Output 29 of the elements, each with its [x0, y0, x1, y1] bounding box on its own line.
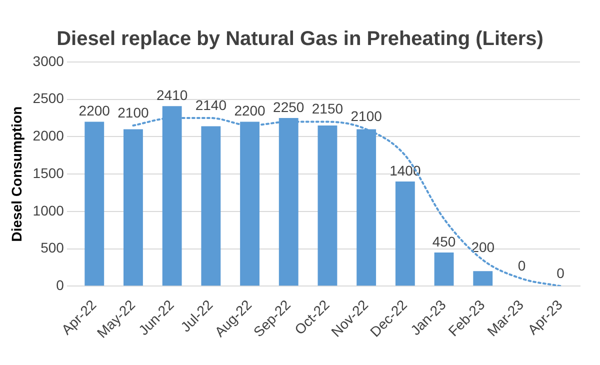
- data-label: 2150: [312, 100, 344, 117]
- bar: [84, 122, 104, 286]
- y-tick-label: 1500: [32, 164, 64, 181]
- data-label: 1400: [390, 162, 421, 178]
- y-axis-title: Diesel Consumption: [8, 106, 24, 242]
- bar: [201, 126, 221, 286]
- bar: [318, 126, 338, 286]
- bar: [473, 271, 493, 286]
- data-label: 2100: [350, 108, 382, 124]
- data-label: 2200: [78, 102, 110, 119]
- y-tick-label: 2500: [32, 90, 64, 106]
- data-label: 450: [432, 233, 456, 250]
- data-label: 2140: [195, 96, 227, 113]
- chart-title: Diesel replace by Natural Gas in Preheating (Liters): [56, 28, 544, 51]
- data-label: 0: [518, 258, 526, 274]
- y-tick-label: 2000: [32, 128, 64, 144]
- y-tick-label: 1000: [32, 202, 64, 218]
- y-tick-label: 500: [40, 240, 64, 256]
- data-label: 2200: [234, 102, 266, 119]
- bar: [395, 182, 415, 286]
- y-tick-label: 0: [56, 276, 64, 293]
- data-label: 2100: [118, 104, 149, 120]
- data-label: 200: [471, 238, 495, 255]
- data-label: 2250: [273, 98, 304, 115]
- bar: [124, 129, 143, 286]
- bar: [434, 252, 454, 286]
- data-label: 2410: [156, 86, 188, 103]
- y-tick-label: 3000: [32, 52, 64, 69]
- data-label: 0: [556, 264, 565, 281]
